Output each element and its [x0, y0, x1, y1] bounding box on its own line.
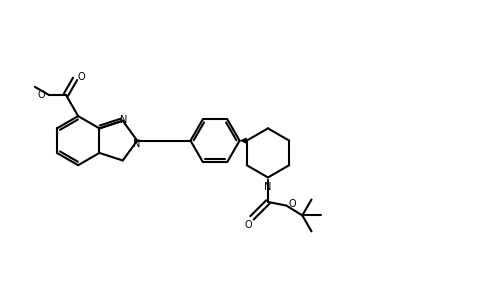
Text: N: N [264, 182, 272, 192]
Text: N: N [133, 139, 140, 149]
Text: O: O [38, 90, 45, 100]
Polygon shape [240, 137, 247, 144]
Text: N: N [120, 115, 128, 125]
Text: O: O [288, 199, 296, 209]
Text: O: O [245, 220, 253, 230]
Text: O: O [78, 72, 85, 82]
